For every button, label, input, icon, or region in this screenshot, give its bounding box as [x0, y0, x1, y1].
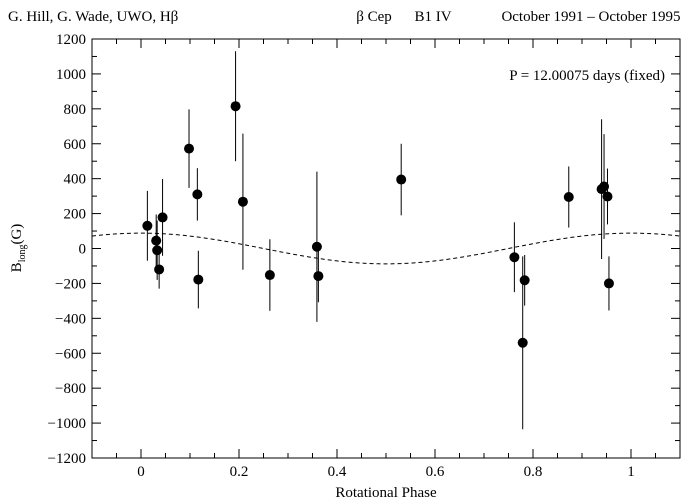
y-tick-label: 400 [64, 172, 87, 188]
x-axis-label: Rotational Phase [335, 485, 437, 501]
point-marker [563, 191, 574, 202]
y-tick-label: −1200 [48, 451, 86, 467]
point-marker [151, 235, 162, 246]
axis-ticks [92, 38, 681, 459]
point-marker [311, 241, 322, 252]
point-marker [517, 337, 528, 348]
data-point [264, 239, 275, 311]
y-tick-label: −600 [55, 346, 86, 362]
point-marker [237, 196, 248, 207]
axis-tick-labels: 0 0.2 0.4 0.6 0.8 1 1200 1000 800 600 400 200 0 −200 −… [48, 32, 635, 480]
y-tick-label: 1200 [56, 32, 86, 48]
data-point [519, 254, 530, 306]
point-marker [193, 274, 204, 285]
y-axis-label-unit: (G) [9, 224, 25, 245]
model-curve-group [91, 232, 681, 265]
data-point [154, 250, 165, 289]
point-marker [154, 264, 165, 275]
point-marker [184, 143, 195, 154]
point-marker [509, 252, 520, 263]
header-dates: October 1991 – October 1995 [501, 9, 680, 25]
x-tick-label: 0.2 [230, 464, 249, 480]
point-marker [142, 220, 153, 231]
y-axis-label-subscript: long [17, 245, 28, 263]
y-tick-label: −800 [55, 381, 86, 397]
y-tick-label: −200 [55, 276, 86, 292]
data-point [142, 190, 153, 261]
data-point [237, 133, 248, 270]
data-point [311, 171, 322, 322]
y-tick-label: −1000 [48, 416, 86, 432]
point-marker [602, 191, 613, 202]
data-point [603, 256, 614, 311]
x-tick-label: 0.6 [426, 464, 445, 480]
point-marker [264, 270, 275, 281]
data-point [602, 168, 613, 225]
data-point [563, 166, 574, 228]
point-marker [157, 212, 168, 223]
point-marker [519, 275, 530, 286]
y-axis-label-main: B [9, 262, 25, 272]
y-tick-label: 800 [64, 102, 87, 118]
x-tick-label: 0.4 [328, 464, 347, 480]
data-point [184, 109, 195, 188]
data-point [509, 222, 520, 293]
point-marker [192, 189, 203, 200]
point-marker [603, 278, 614, 289]
period-annotation: P = 12.00075 days (fixed) [509, 68, 665, 84]
y-tick-label: −400 [55, 311, 86, 327]
model-curve [91, 232, 681, 265]
data-point [157, 179, 168, 256]
point-marker [313, 271, 324, 282]
data-point [151, 214, 162, 267]
point-marker [599, 181, 610, 192]
data-points [142, 51, 614, 430]
plot-frame [91, 38, 681, 459]
svg-text:Blong(G): Blong(G) [9, 224, 28, 273]
x-tick-label: 0 [137, 464, 145, 480]
data-point [396, 143, 407, 216]
data-point [599, 134, 610, 239]
header-credit: G. Hill, G. Wade, UWO, Hβ [8, 9, 178, 25]
point-marker [396, 174, 407, 185]
data-point [230, 51, 241, 162]
y-tick-label: 0 [79, 242, 87, 258]
y-tick-label: 200 [64, 207, 87, 223]
data-point [193, 250, 204, 309]
y-tick-label: 1000 [56, 67, 86, 83]
data-point [517, 256, 528, 430]
y-tick-label: 600 [64, 137, 87, 153]
header-spectral-type: B1 IV [414, 9, 451, 25]
x-tick-label: 1 [627, 464, 635, 480]
header-star-name: β Cep [356, 9, 392, 25]
data-point [313, 249, 324, 303]
data-point [192, 168, 203, 221]
point-marker [230, 101, 241, 112]
point-marker [152, 245, 163, 256]
x-tick-label: 0.8 [524, 464, 543, 480]
y-axis-label: Blong(G) [9, 224, 28, 273]
